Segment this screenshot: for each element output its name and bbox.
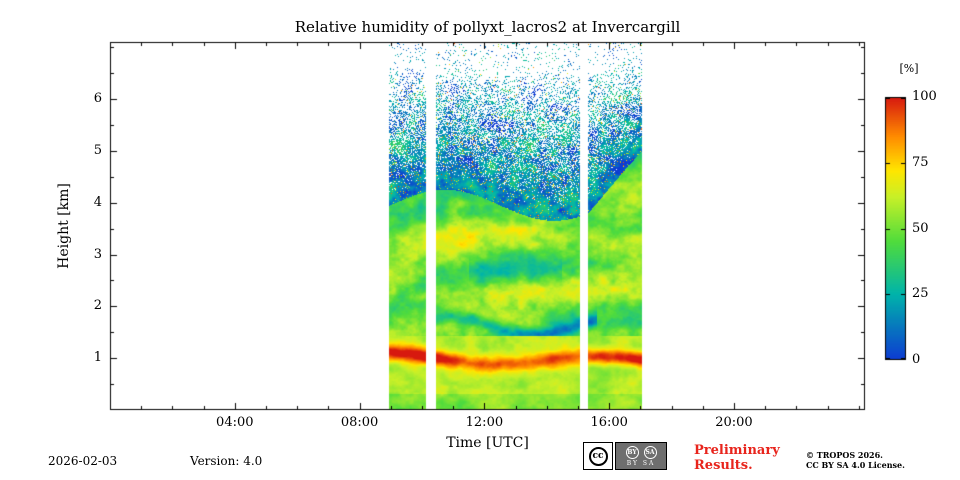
x-tick-label: 08:00 — [340, 415, 379, 430]
preliminary-note: Preliminary Results. — [694, 443, 780, 473]
x-tick-label: 12:00 — [465, 415, 504, 430]
y-tick-label: 6 — [93, 91, 102, 106]
colorbar-tick-label: 0 — [912, 352, 921, 367]
cc-sa-icon: SA — [643, 445, 657, 459]
colorbar-tick-label: 25 — [912, 286, 929, 302]
cc-badge-caption: BY SA — [626, 459, 656, 467]
cc-badge-right: BY SA BY SA — [615, 442, 667, 470]
preliminary-line-1: Preliminary — [694, 443, 780, 458]
colorbar-tick-label: 100 — [912, 89, 937, 104]
copyright-note: © TROPOS 2026. CC BY SA 4.0 License. — [806, 450, 905, 470]
y-tick-label: 3 — [93, 246, 102, 262]
colorbar-tick-label: 75 — [912, 154, 929, 170]
cc-by-icon: BY — [625, 445, 639, 459]
y-tick-label: 5 — [93, 142, 102, 158]
colorbar-unit-label: [%] — [899, 62, 919, 75]
cc-badge-left: cc — [583, 442, 613, 470]
footer-date: 2026-02-03 — [48, 454, 118, 468]
cc-icon: cc — [588, 446, 608, 466]
plot-title: Relative humidity of pollyxt_lacros2 at … — [294, 18, 681, 36]
copyright-line-1: © TROPOS 2026. — [806, 450, 883, 460]
colorbar-tick-label: 50 — [912, 220, 929, 236]
cc-license-badge: cc BY SA BY SA — [583, 442, 667, 470]
y-tick-label: 1 — [93, 350, 102, 366]
preliminary-line-2: Results. — [694, 458, 753, 473]
x-tick-label: 20:00 — [715, 415, 753, 430]
x-tick-label: 16:00 — [590, 415, 628, 430]
y-tick-label: 2 — [93, 298, 102, 314]
footer-version: Version: 4.0 — [190, 454, 263, 468]
y-tick-label: 4 — [93, 194, 102, 210]
copyright-line-2: CC BY SA 4.0 License. — [806, 460, 905, 470]
x-axis-label: Time [UTC] — [446, 435, 529, 451]
x-tick-label: 04:00 — [216, 415, 254, 430]
